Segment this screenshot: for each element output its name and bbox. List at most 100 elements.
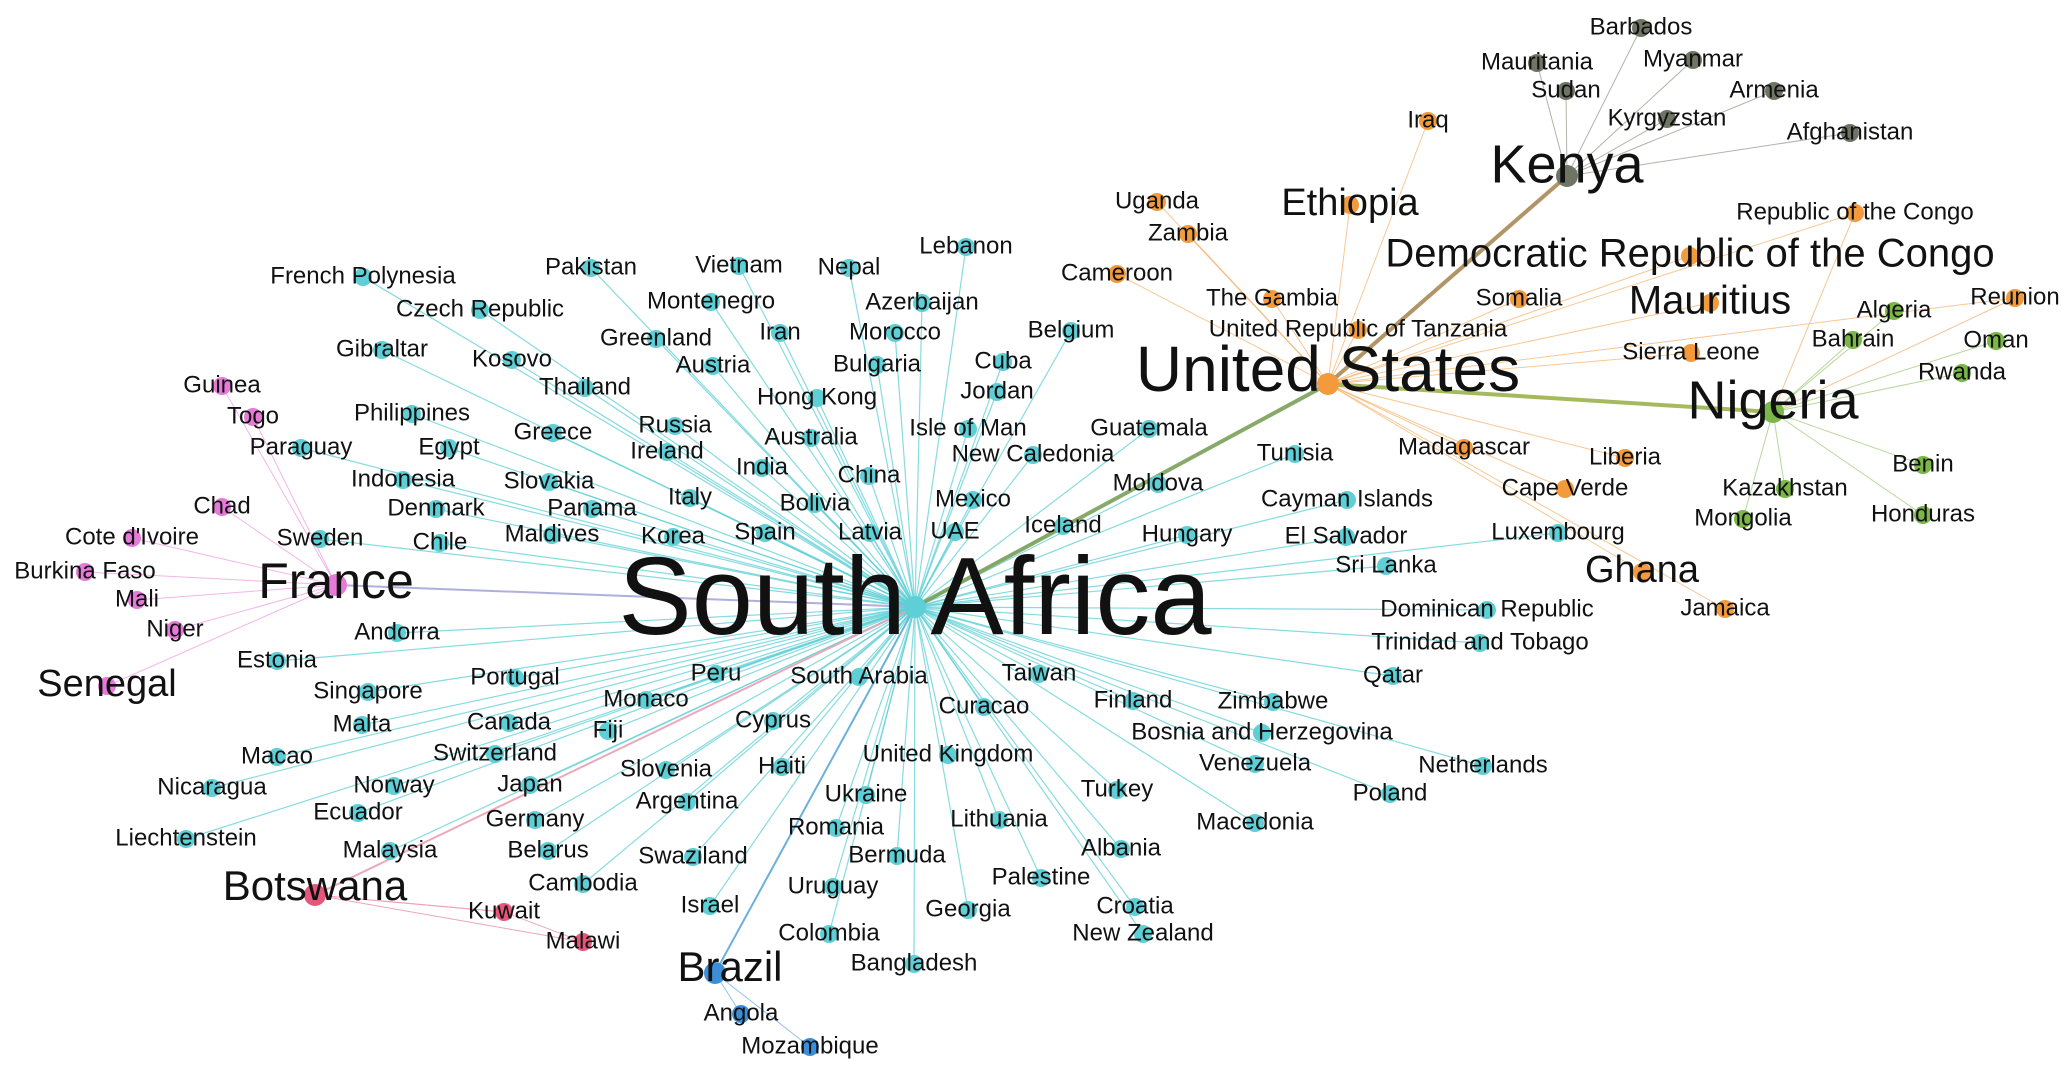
label-sudan: Sudan	[1531, 76, 1600, 103]
node-andorra	[388, 624, 406, 642]
edge-south-africa-poland	[914, 606, 1391, 795]
edge-south-africa-ecuador	[357, 606, 916, 814]
node-botswana	[304, 884, 326, 906]
node-kuwait	[495, 903, 513, 921]
node-cameroon	[1108, 265, 1126, 283]
edge-kuwait-malawi	[503, 911, 584, 943]
label-gibraltar: Gibraltar	[336, 335, 428, 362]
label-senegal: Senegal	[37, 663, 176, 705]
label-liechtenstein: Liechtenstein	[115, 824, 256, 851]
edge-south-africa-liechtenstein	[185, 606, 916, 840]
node-lebanon	[957, 238, 975, 256]
edge-south-africa-bolivia	[814, 503, 916, 608]
edge-united-states-liberia	[1327, 383, 1626, 459]
edge-south-africa-macedonia	[914, 606, 1256, 824]
node-honduras	[1914, 506, 1932, 524]
node-kosovo	[503, 351, 521, 369]
label-japan: Japan	[497, 770, 562, 797]
edge-south-africa-finland	[914, 606, 1134, 702]
node-madagascar	[1455, 439, 1473, 457]
label-mauritania: Mauritania	[1481, 48, 1594, 75]
node-bermuda	[888, 847, 906, 865]
node-isle-of-man	[959, 420, 977, 438]
label-south-africa: South Africa	[618, 535, 1212, 658]
label-belarus: Belarus	[507, 836, 588, 863]
edge-france-senegal	[106, 584, 337, 687]
edge-botswana-kuwait	[314, 894, 505, 913]
node-vietnam	[730, 257, 748, 275]
edge-south-africa-united-kingdom	[914, 606, 949, 756]
edge-south-africa-vietnam	[738, 265, 916, 608]
label-maldives: Maldives	[505, 520, 600, 547]
edge-south-africa-czech-republic	[479, 309, 916, 608]
node-dominican-republic	[1478, 601, 1496, 619]
label-french-polynesia: French Polynesia	[270, 262, 456, 289]
label-kyrgyzstan: Kyrgyzstan	[1608, 104, 1727, 131]
label-hong-kong: Hong Kong	[757, 383, 877, 410]
node-kyrgyzstan	[1658, 110, 1676, 128]
label-barbados: Barbados	[1590, 13, 1693, 40]
label-mozambique: Mozambique	[741, 1032, 878, 1059]
node-trinidad-tobago	[1471, 634, 1489, 652]
edge-south-africa-russia	[674, 425, 916, 608]
label-albania: Albania	[1081, 834, 1162, 861]
node-iceland	[1054, 517, 1072, 535]
edge-south-africa-sweden	[319, 538, 916, 608]
label-new-zealand: New Zealand	[1072, 919, 1213, 946]
node-mongolia	[1734, 510, 1752, 528]
edge-south-africa-trinidad-tobago	[914, 606, 1481, 644]
label-angola: Angola	[704, 999, 779, 1026]
edge-south-africa-bosnia	[914, 606, 1263, 734]
node-liberia	[1616, 449, 1634, 467]
label-estonia: Estonia	[237, 646, 318, 673]
label-united-states: United States	[1136, 333, 1520, 405]
edge-south-africa-spain	[764, 532, 916, 608]
edge-south-africa-morocco	[894, 332, 916, 608]
node-finland	[1124, 692, 1142, 710]
node-bulgaria	[868, 356, 886, 374]
edge-south-africa-argentina	[686, 606, 916, 803]
label-monaco: Monaco	[603, 685, 688, 712]
label-swaziland: Swaziland	[638, 842, 747, 869]
label-taiwan: Taiwan	[1002, 659, 1077, 686]
label-bangladesh: Bangladesh	[851, 949, 978, 976]
label-trinidad-tobago: Trinidad and Tobago	[1371, 628, 1589, 655]
label-guinea: Guinea	[183, 371, 261, 398]
node-nepal	[840, 259, 858, 277]
label-rwanda: Rwanda	[1918, 358, 2007, 385]
node-haiti	[773, 758, 791, 776]
label-spain: Spain	[734, 518, 795, 545]
node-uruguay	[824, 878, 842, 896]
label-reunion: Reunion	[1970, 283, 2059, 310]
label-ethiopia: Ethiopia	[1281, 182, 1419, 224]
edge-nigeria-benin	[1772, 411, 1924, 466]
node-the-gambia	[1263, 290, 1281, 308]
node-ecuador	[349, 804, 367, 822]
label-el-salvador: El Salvador	[1285, 522, 1408, 549]
node-bangladesh	[905, 955, 923, 973]
edge-united-states-republic-congo	[1327, 212, 1856, 385]
label-philippines: Philippines	[354, 399, 470, 426]
edge-south-africa-united-states	[914, 382, 1329, 609]
node-estonia	[268, 652, 286, 670]
node-cayman-islands	[1338, 491, 1356, 509]
label-argentina: Argentina	[636, 787, 739, 814]
edge-south-africa-uae	[914, 531, 956, 608]
label-haiti: Haiti	[758, 752, 806, 779]
edge-south-africa-new-caledonia	[914, 454, 1034, 608]
label-isle-of-man: Isle of Man	[909, 414, 1026, 441]
edge-south-africa-philippines	[411, 413, 916, 608]
label-switzerland: Switzerland	[433, 739, 557, 766]
edge-south-africa-lithuania	[914, 606, 1000, 821]
label-india: India	[736, 453, 789, 480]
label-new-caledonia: New Caledonia	[952, 440, 1115, 467]
node-monaco	[637, 691, 655, 709]
label-ukraine: Ukraine	[825, 780, 908, 807]
edge-united-states-the-gambia	[1271, 298, 1329, 385]
edge-south-africa-montenegro	[710, 301, 916, 608]
label-finland: Finland	[1094, 686, 1173, 713]
label-indonesia: Indonesia	[351, 465, 456, 492]
node-ukraine	[857, 786, 875, 804]
edge-south-africa-norway	[393, 606, 916, 787]
label-colombia: Colombia	[778, 919, 880, 946]
